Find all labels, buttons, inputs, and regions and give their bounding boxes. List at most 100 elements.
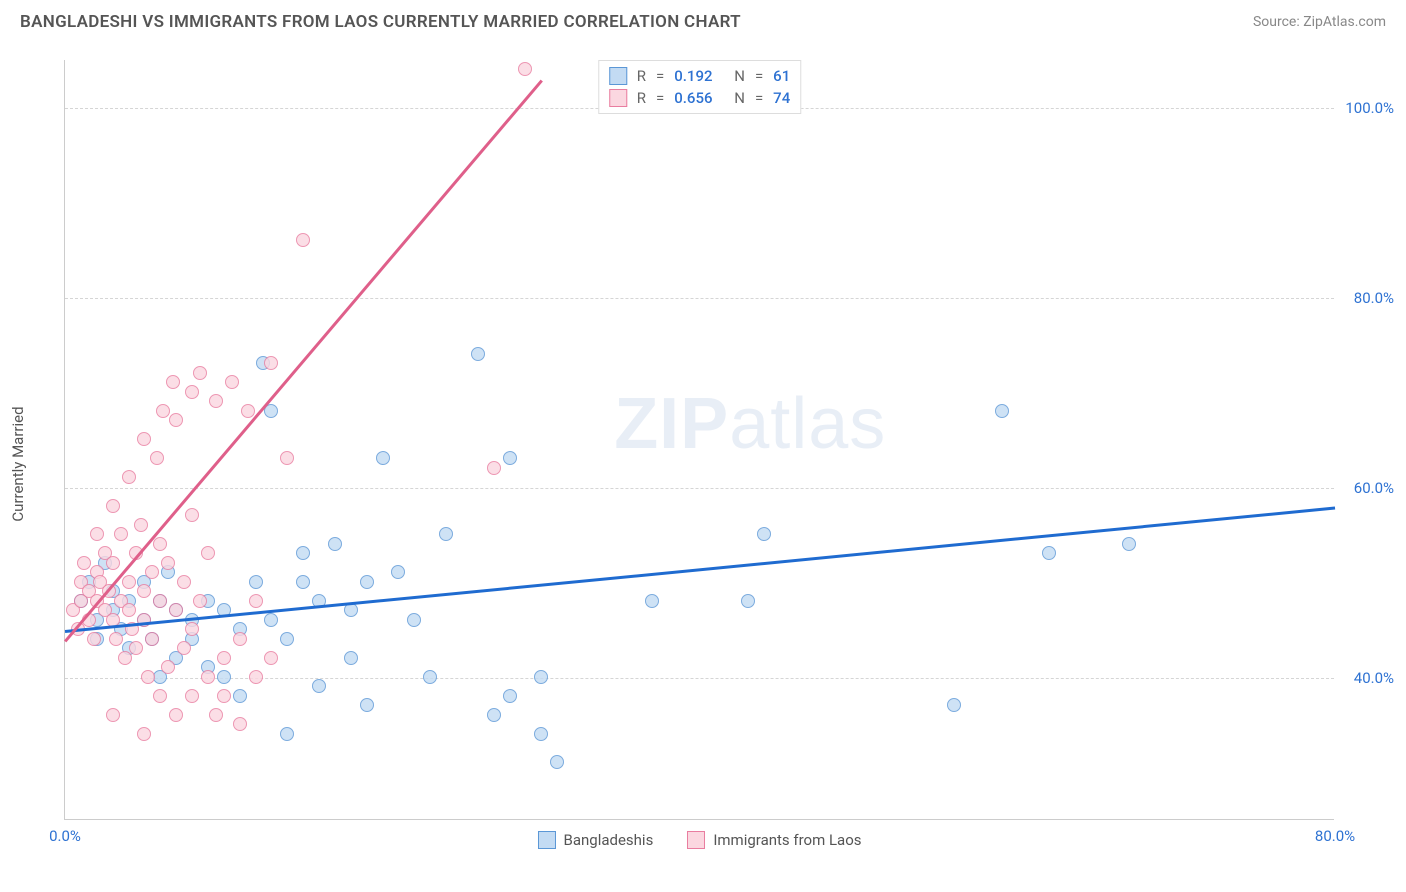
scatter-point — [217, 689, 231, 703]
scatter-plot: ZIPatlas R = 0.192 N = 61 R = 0.656 N = … — [64, 60, 1334, 820]
scatter-point — [106, 708, 120, 722]
scatter-point — [1042, 546, 1056, 560]
scatter-point — [550, 755, 564, 769]
r-label-0: R — [637, 67, 646, 85]
eq-0b: = — [755, 67, 763, 85]
chart-container: Currently Married ZIPatlas R = 0.192 N =… — [46, 60, 1386, 850]
n-label-1: N — [734, 89, 745, 107]
scatter-point — [487, 461, 501, 475]
scatter-point — [757, 527, 771, 541]
scatter-point — [376, 451, 390, 465]
scatter-point — [161, 660, 175, 674]
scatter-point — [328, 537, 342, 551]
scatter-point — [209, 708, 223, 722]
scatter-point — [209, 394, 223, 408]
scatter-point — [129, 641, 143, 655]
scatter-point — [233, 689, 247, 703]
x-tick-label: 80.0% — [1315, 827, 1355, 845]
scatter-point — [137, 584, 151, 598]
scatter-point — [439, 527, 453, 541]
scatter-point — [161, 556, 175, 570]
legend-swatch-b1 — [687, 831, 705, 849]
scatter-point — [1122, 537, 1136, 551]
gridline — [65, 298, 1334, 299]
scatter-point — [217, 651, 231, 665]
scatter-point — [645, 594, 659, 608]
scatter-point — [534, 670, 548, 684]
scatter-point — [241, 404, 255, 418]
scatter-point — [106, 556, 120, 570]
scatter-point — [360, 698, 374, 712]
eq-0a: = — [656, 67, 664, 85]
scatter-point — [193, 594, 207, 608]
scatter-point — [145, 565, 159, 579]
scatter-point — [503, 689, 517, 703]
scatter-point — [312, 679, 326, 693]
scatter-point — [141, 670, 155, 684]
scatter-point — [296, 233, 310, 247]
y-tick-label: 60.0% — [1354, 479, 1394, 497]
scatter-point — [280, 451, 294, 465]
scatter-point — [137, 727, 151, 741]
scatter-point — [153, 689, 167, 703]
scatter-point — [249, 575, 263, 589]
scatter-point — [534, 727, 548, 741]
scatter-point — [169, 603, 183, 617]
scatter-point — [280, 632, 294, 646]
scatter-point — [177, 641, 191, 655]
scatter-point — [193, 366, 207, 380]
scatter-point — [280, 727, 294, 741]
scatter-point — [296, 546, 310, 560]
legend-stats-row-0: R = 0.192 N = 61 — [609, 65, 790, 87]
scatter-point — [90, 527, 104, 541]
y-tick-label: 100.0% — [1345, 99, 1394, 117]
scatter-point — [169, 708, 183, 722]
scatter-point — [249, 670, 263, 684]
watermark-light: atlas — [729, 384, 886, 464]
scatter-point — [166, 375, 180, 389]
scatter-point — [201, 546, 215, 560]
eq-1b: = — [755, 89, 763, 107]
legend-label-0: Bangladeshis — [563, 831, 653, 849]
scatter-point — [225, 375, 239, 389]
scatter-point — [407, 613, 421, 627]
scatter-point — [391, 565, 405, 579]
legend-series: Bangladeshis Immigrants from Laos — [537, 831, 861, 849]
scatter-point — [77, 556, 91, 570]
x-tick-label: 0.0% — [49, 827, 81, 845]
scatter-point — [947, 698, 961, 712]
scatter-point — [185, 689, 199, 703]
scatter-point — [122, 470, 136, 484]
scatter-point — [471, 347, 485, 361]
scatter-point — [360, 575, 374, 589]
scatter-point — [201, 670, 215, 684]
scatter-point — [296, 575, 310, 589]
r-value-1: 0.656 — [674, 89, 724, 107]
scatter-point — [233, 632, 247, 646]
scatter-point — [995, 404, 1009, 418]
scatter-point — [264, 356, 278, 370]
r-label-1: R — [637, 89, 646, 107]
scatter-point — [122, 575, 136, 589]
n-value-0: 61 — [773, 67, 790, 85]
scatter-point — [185, 508, 199, 522]
scatter-point — [114, 527, 128, 541]
scatter-point — [423, 670, 437, 684]
y-axis-label: Currently Married — [9, 406, 27, 521]
eq-1a: = — [656, 89, 664, 107]
scatter-point — [177, 575, 191, 589]
gridline — [65, 488, 1334, 489]
scatter-point — [185, 622, 199, 636]
scatter-point — [249, 594, 263, 608]
scatter-point — [741, 594, 755, 608]
watermark: ZIPatlas — [614, 383, 886, 465]
scatter-point — [169, 413, 183, 427]
scatter-point — [185, 385, 199, 399]
legend-item-1: Immigrants from Laos — [687, 831, 861, 849]
scatter-point — [217, 670, 231, 684]
watermark-bold: ZIP — [614, 384, 729, 464]
legend-item-0: Bangladeshis — [537, 831, 653, 849]
scatter-point — [153, 537, 167, 551]
scatter-point — [344, 651, 358, 665]
scatter-point — [109, 632, 123, 646]
